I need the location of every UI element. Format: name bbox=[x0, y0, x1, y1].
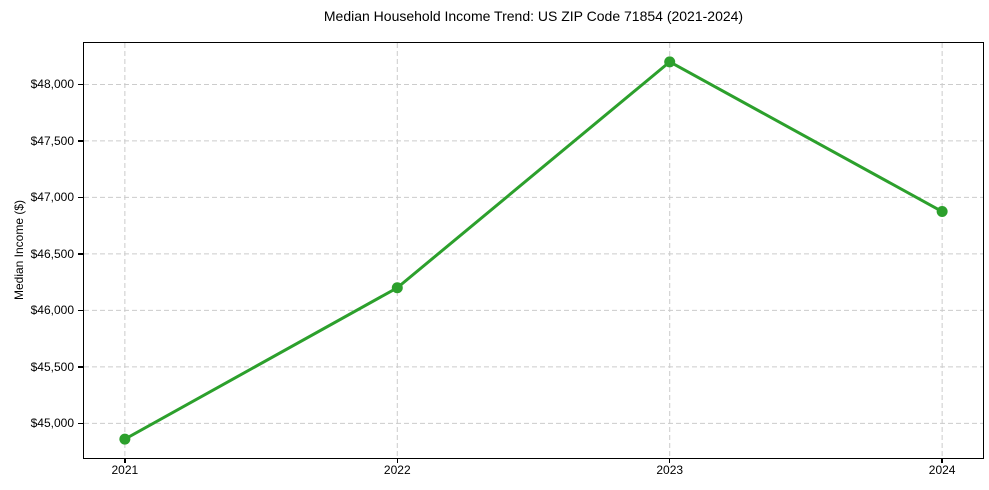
y-tick-mark bbox=[78, 366, 83, 368]
x-tick-mark bbox=[124, 458, 126, 463]
y-tick-mark bbox=[78, 196, 83, 199]
plot-area bbox=[82, 41, 984, 459]
y-tick-mark bbox=[78, 253, 83, 255]
x-tick-mark bbox=[941, 458, 943, 463]
y-tick-label: $46,000 bbox=[30, 303, 74, 318]
x-tick-label: 2024 bbox=[928, 463, 956, 477]
y-tick-label: $45,000 bbox=[30, 416, 74, 431]
income-trend-line bbox=[122, 59, 944, 441]
y-tick-label: $48,000 bbox=[30, 77, 74, 92]
x-tick-label: 2022 bbox=[383, 463, 411, 477]
y-tick-label: $46,500 bbox=[30, 246, 74, 261]
y-tick-mark bbox=[78, 140, 83, 142]
data-point-2022 bbox=[391, 281, 403, 293]
x-tick-label: 2023 bbox=[656, 463, 684, 477]
data-point-2021 bbox=[118, 433, 130, 445]
line-chart-canvas bbox=[83, 42, 983, 458]
y-tick-mark bbox=[78, 309, 83, 312]
x-tick-label: 2021 bbox=[111, 463, 139, 477]
y-tick-label: $45,500 bbox=[30, 359, 74, 374]
data-point-2024 bbox=[936, 205, 948, 217]
y-tick-mark bbox=[78, 422, 83, 425]
chart-title: Median Household Income Trend: US ZIP Co… bbox=[323, 8, 744, 24]
y-tick-mark bbox=[78, 83, 83, 86]
data-point-2023 bbox=[663, 55, 675, 67]
y-tick-label: $47,000 bbox=[30, 190, 74, 205]
y-tick-label: $47,500 bbox=[30, 133, 74, 148]
x-tick-mark bbox=[396, 458, 399, 463]
x-tick-mark bbox=[668, 458, 671, 463]
